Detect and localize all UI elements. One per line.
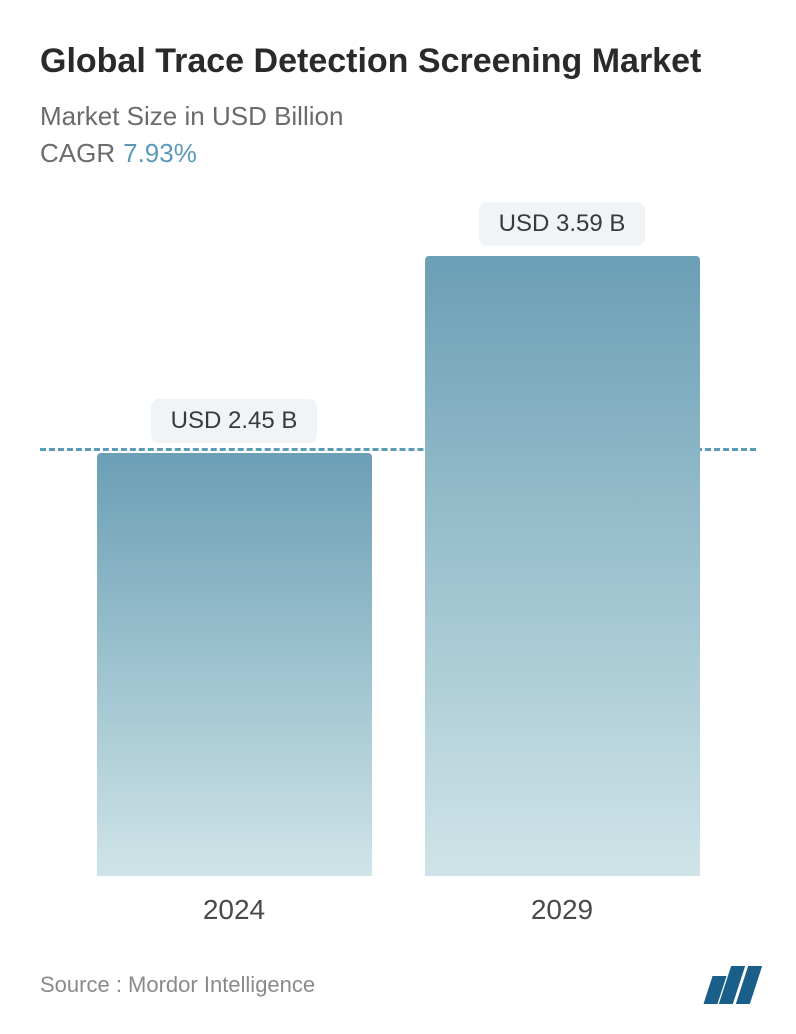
bar [425,256,700,876]
chart-area: USD 2.45 B 2024 USD 3.59 B 2029 [40,199,756,927]
source-text: Source : Mordor Intelligence [40,972,315,998]
logo-icon [705,966,756,1004]
bar-group: USD 3.59 B 2029 [425,202,700,926]
bar-group: USD 2.45 B 2024 [97,399,372,926]
bar-value-label: USD 2.45 B [151,399,318,443]
bar-value-label: USD 3.59 B [479,202,646,246]
year-label: 2024 [203,894,265,926]
bars-row: USD 2.45 B 2024 USD 3.59 B 2029 [70,199,726,927]
chart-footer: Source : Mordor Intelligence [40,946,756,1004]
bar [97,453,372,876]
cagr-value: 7.93% [123,138,197,168]
cagr-label: CAGR [40,138,115,168]
chart-title: Global Trace Detection Screening Market [40,40,756,83]
chart-container: Global Trace Detection Screening Market … [0,0,796,1034]
chart-subtitle: Market Size in USD Billion [40,101,756,132]
year-label: 2029 [531,894,593,926]
cagr-line: CAGR 7.93% [40,138,756,169]
